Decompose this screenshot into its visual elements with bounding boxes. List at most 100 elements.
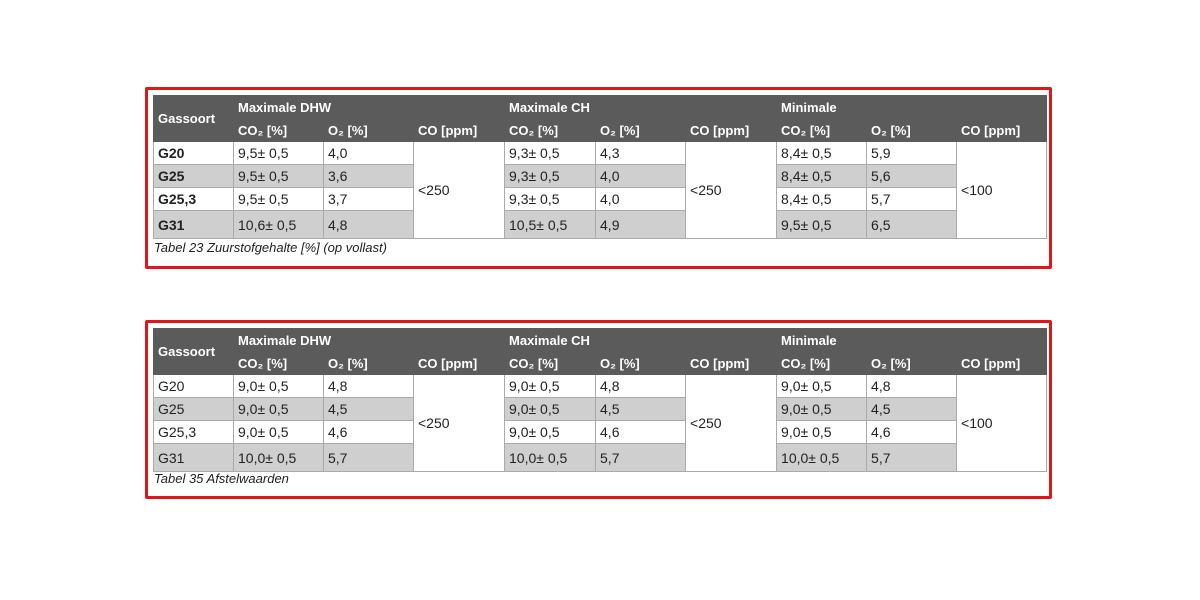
value-cell: 9,5± 0,5 [233, 141, 324, 165]
gas-cell: G25 [153, 397, 234, 421]
subheader-cell: CO [ppm] [685, 118, 778, 142]
co-cell: <250 [412, 141, 506, 239]
group-header: Maximale CH [504, 95, 778, 119]
value-cell: 5,7 [595, 443, 687, 472]
value-cell: 4,5 [866, 397, 958, 421]
data-row: G25 9,0± 0,5 4,5 9,0± 0,5 4,5 9,0± 0,5 4,5 [153, 397, 1047, 421]
value-cell: 9,0± 0,5 [504, 374, 597, 398]
value-cell: 10,5± 0,5 [504, 210, 597, 239]
value-cell: 9,5± 0,5 [233, 187, 324, 211]
subheader-cell: CO₂ [%] [504, 351, 597, 375]
value-cell: 9,0± 0,5 [776, 374, 868, 398]
gas-cell: G25 [153, 164, 234, 188]
subheader-cell: O₂ [%] [595, 351, 687, 375]
co-cell: <250 [412, 374, 506, 472]
value-cell: 5,7 [866, 443, 958, 472]
group-header: Maximale CH [504, 328, 778, 352]
subheader-cell: O₂ [%] [323, 351, 414, 375]
gas-cell: G20 [153, 141, 234, 165]
value-cell: 5,6 [866, 164, 958, 188]
value-cell: 8,4± 0,5 [776, 187, 868, 211]
data-row: G31 10,0± 0,5 5,7 10,0± 0,5 5,7 10,0± 0,5 5,7 [153, 443, 1047, 472]
value-cell: 4,0 [595, 187, 687, 211]
value-cell: 9,0± 0,5 [233, 374, 324, 398]
value-cell: 10,0± 0,5 [504, 443, 597, 472]
value-cell: 4,6 [866, 420, 958, 444]
value-cell: 9,3± 0,5 [504, 164, 597, 188]
subheader-cell: CO [ppm] [412, 351, 506, 375]
data-row: G31 10,6± 0,5 4,8 10,5± 0,5 4,9 9,5± 0,5 6,5 [153, 210, 1047, 239]
gas-cell: G20 [153, 374, 234, 398]
value-cell: 3,6 [323, 164, 414, 188]
value-cell: 10,0± 0,5 [776, 443, 868, 472]
table-caption: Tabel 23 Zuurstofgehalte [%] (op vollast… [154, 240, 387, 255]
subheader-cell: O₂ [%] [595, 118, 687, 142]
value-cell: 4,8 [595, 374, 687, 398]
subheader-cell: CO₂ [%] [504, 118, 597, 142]
gas-cell: G31 [153, 443, 234, 472]
value-cell: 4,6 [323, 420, 414, 444]
header-row: Gassoort Maximale DHW Maximale CH Minimale [153, 95, 1048, 142]
header-row: Gassoort Maximale DHW Maximale CH Minimale [153, 328, 1048, 375]
value-cell: 9,5± 0,5 [233, 164, 324, 188]
value-cell: 9,5± 0,5 [776, 210, 868, 239]
value-cell: 4,0 [323, 141, 414, 165]
data-row: G20 9,0± 0,5 4,8 <250 9,0± 0,5 4,8 <250 9,0± 0,… [153, 374, 1048, 472]
subheader-row: CO₂ [%] O₂ [%] CO [ppm] CO₂ [%] O₂ [%] CO [pp… [154, 118, 1048, 142]
table-frame: Gassoort Maximale DHW Maximale CH Minimale C… [145, 87, 1052, 269]
value-cell: 6,5 [866, 210, 958, 239]
data-row: G25 9,5± 0,5 3,6 9,3± 0,5 4,0 8,4± 0,5 5,6 [153, 164, 1047, 188]
data-row: G20 9,5± 0,5 4,0 <250 9,3± 0,5 4,3 <250 8,4± 0,… [153, 141, 1048, 239]
co-cell: <250 [685, 374, 778, 472]
group-header: Maximale DHW [232, 95, 506, 119]
table-frame: Gassoort Maximale DHW Maximale CH Minimale C… [145, 320, 1052, 499]
value-cell: 4,3 [595, 141, 687, 165]
value-cell: 4,5 [595, 397, 687, 421]
value-cell: 8,4± 0,5 [776, 164, 868, 188]
value-cell: 4,8 [323, 374, 414, 398]
subheader-cell: CO [ppm] [956, 351, 1048, 375]
value-cell: 5,9 [866, 141, 958, 165]
subheader-cell: CO [ppm] [956, 118, 1048, 142]
co-cell: <250 [685, 141, 778, 239]
gas-cell: G25,3 [153, 420, 234, 444]
value-cell: 9,0± 0,5 [233, 420, 324, 444]
value-cell: 5,7 [866, 187, 958, 211]
gas-cell: G31 [153, 210, 234, 239]
value-cell: 10,6± 0,5 [233, 210, 324, 239]
value-cell: 10,0± 0,5 [233, 443, 324, 472]
data-row: G25,3 9,5± 0,5 3,7 9,3± 0,5 4,0 8,4± 0,5 5,7 [153, 187, 1047, 211]
header-cell: Gassoort [153, 328, 234, 375]
value-cell: 4,6 [595, 420, 687, 444]
value-cell: 9,3± 0,5 [504, 187, 597, 211]
value-cell: 3,7 [323, 187, 414, 211]
value-cell: 9,0± 0,5 [504, 397, 597, 421]
data-row: G25,3 9,0± 0,5 4,6 9,0± 0,5 4,6 9,0± 0,5 4,6 [153, 420, 1047, 444]
co-cell: <100 [956, 141, 1048, 239]
subheader-cell: CO₂ [%] [233, 118, 324, 142]
value-cell: 4,8 [866, 374, 958, 398]
subheader-cell: O₂ [%] [866, 351, 958, 375]
value-cell: 9,0± 0,5 [504, 420, 597, 444]
value-cell: 5,7 [323, 443, 414, 472]
value-cell: 8,4± 0,5 [776, 141, 868, 165]
group-header: Minimale [776, 328, 1048, 352]
data-table: Gassoort Maximale DHW Maximale CH Minimale C… [153, 328, 1048, 472]
group-header: Minimale [776, 95, 1048, 119]
gas-cell: G25,3 [153, 187, 234, 211]
value-cell: 4,0 [595, 164, 687, 188]
co-cell: <100 [956, 374, 1048, 472]
group-header: Maximale DHW [232, 328, 506, 352]
value-cell: 4,5 [323, 397, 414, 421]
data-table: Gassoort Maximale DHW Maximale CH Minimale C… [153, 95, 1048, 239]
subheader-cell: CO [ppm] [685, 351, 778, 375]
subheader-cell: CO [ppm] [412, 118, 506, 142]
subheader-cell: O₂ [%] [323, 118, 414, 142]
value-cell: 9,0± 0,5 [233, 397, 324, 421]
subheader-cell: O₂ [%] [866, 118, 958, 142]
table-caption: Tabel 35 Afstelwaarden [154, 471, 289, 486]
header-cell: Gassoort [153, 95, 234, 142]
subheader-cell: CO₂ [%] [233, 351, 324, 375]
value-cell: 9,3± 0,5 [504, 141, 597, 165]
